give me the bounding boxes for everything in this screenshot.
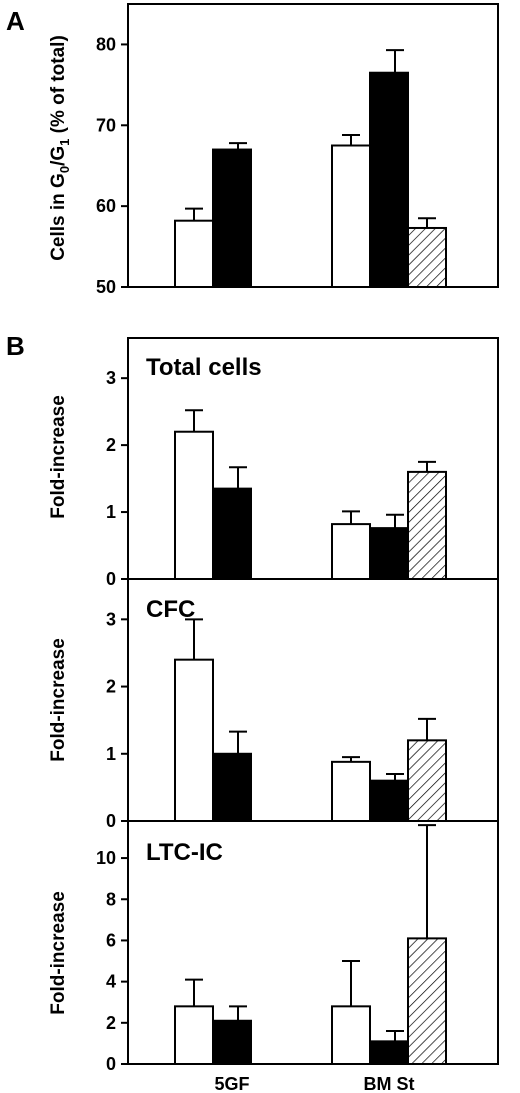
total-cells-ytick-label: 2 xyxy=(106,435,116,455)
panel-a-bar-white xyxy=(331,144,371,288)
cfc-ylabel: Fold-increase xyxy=(48,638,69,762)
ltcic-bar-black xyxy=(369,1040,409,1065)
ltcic-ytick-label: 2 xyxy=(106,1013,116,1033)
ltcic-ytick-label: 6 xyxy=(106,930,116,950)
panel-a-ytick-label: 70 xyxy=(96,115,116,135)
ltcic-bar-black xyxy=(212,1019,252,1065)
panel-a-frame xyxy=(127,3,499,288)
ltcic-ytick-label: 8 xyxy=(106,889,116,909)
cfc-bar-black xyxy=(212,752,252,822)
ltcic-frame xyxy=(127,820,499,1065)
cfc-bar-white xyxy=(174,658,214,823)
ltcic-plot: 0 2 4 6 8 10 xyxy=(96,820,499,1074)
cfc-ytick-label: 0 xyxy=(106,811,116,831)
panel-letter-b: B xyxy=(6,331,25,361)
ltcic-ylabel: Fold-increase xyxy=(48,891,69,1015)
ltcic-bar-white xyxy=(331,1005,371,1066)
cfc-bar-hatched xyxy=(407,739,447,822)
category-label-bmst: BM St xyxy=(364,1074,415,1093)
total-cells-plot: 0 1 2 3 xyxy=(106,337,499,589)
total-cells-bar-white xyxy=(174,430,214,580)
panel-a-bar-hatched xyxy=(407,226,447,289)
panel-a-ytick-label: 60 xyxy=(96,196,116,216)
panel-a-bar-black xyxy=(212,148,252,288)
panel-a-bar-black xyxy=(369,71,409,288)
ltcic-title: LTC-IC xyxy=(146,839,223,866)
total-cells-bar-hatched xyxy=(407,470,447,580)
panel-letter-a: A xyxy=(6,6,25,36)
total-cells-ytick-label: 1 xyxy=(106,502,116,522)
total-cells-ytick-label: 3 xyxy=(106,368,116,388)
panel-a-ytick-label: 50 xyxy=(96,277,116,297)
total-cells-bar-black xyxy=(369,527,409,580)
ltcic-ytick-label: 4 xyxy=(106,972,116,992)
cfc-ytick-label: 2 xyxy=(106,677,116,697)
ltcic-bar-hatched xyxy=(407,937,447,1065)
category-label-5gf: 5GF xyxy=(214,1074,249,1093)
total-cells-bar-black xyxy=(212,487,252,580)
panel-a-plot: 50 60 70 80 xyxy=(96,3,499,297)
total-cells-title: Total cells xyxy=(146,354,262,381)
total-cells-ylabel: Fold-increase xyxy=(48,395,69,519)
panel-a-ytick-label: 80 xyxy=(96,34,116,54)
cfc-ytick-label: 3 xyxy=(106,609,116,629)
cfc-bar-black xyxy=(369,779,409,823)
ltcic-ytick-label: 0 xyxy=(106,1054,116,1074)
cfc-ytick-label: 1 xyxy=(106,744,116,764)
ltcic-bar-white xyxy=(174,1005,214,1066)
ltcic-ytick-label: 10 xyxy=(96,848,116,868)
panel-a-ylabel: Cells in G0/G1 (% of total) xyxy=(48,35,72,261)
cfc-bar-white xyxy=(331,760,371,822)
total-cells-ytick-label: 0 xyxy=(106,569,116,589)
total-cells-bar-white xyxy=(331,523,371,580)
panel-a-bar-white xyxy=(174,219,214,288)
